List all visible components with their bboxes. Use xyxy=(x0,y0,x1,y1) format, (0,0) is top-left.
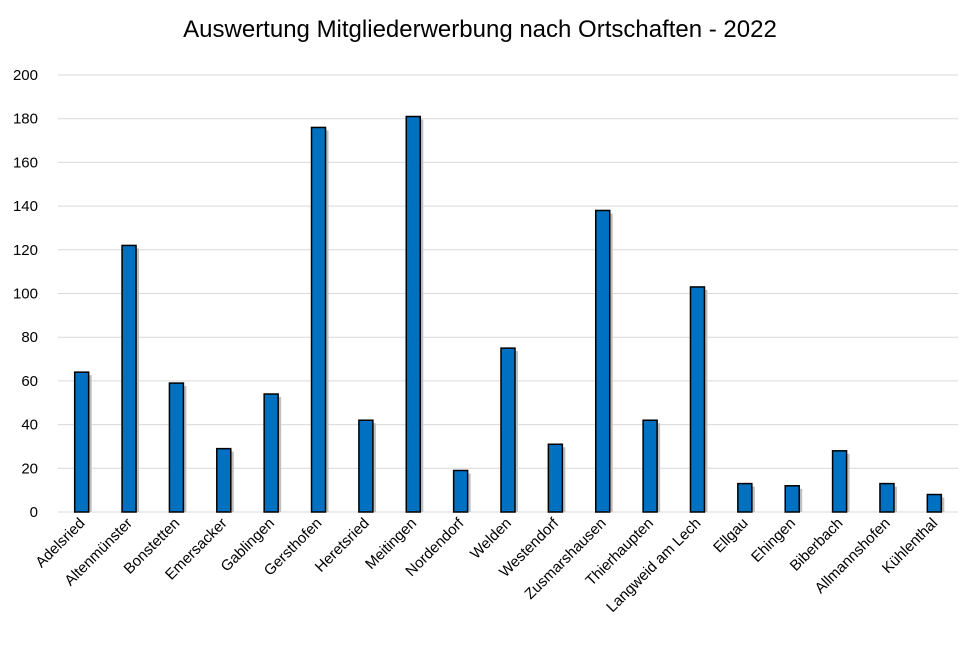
bar xyxy=(452,469,469,513)
y-tick-label: 140 xyxy=(13,198,38,215)
bar xyxy=(547,443,564,513)
y-tick-label: 120 xyxy=(13,242,38,259)
bar xyxy=(737,482,753,513)
y-tick-label: 80 xyxy=(21,329,38,346)
bar xyxy=(926,493,943,513)
bar xyxy=(594,209,611,513)
bars xyxy=(73,115,945,513)
bar xyxy=(310,126,327,513)
y-tick-label: 0 xyxy=(30,504,38,521)
bar xyxy=(405,115,422,513)
bar xyxy=(689,286,706,513)
y-axis-ticks: 0 20 40 60 80 100 120 140 160 180 200 xyxy=(13,67,38,521)
bar xyxy=(121,244,137,513)
x-tick-label: Ellgau xyxy=(710,515,752,557)
y-tick-label: 20 xyxy=(21,460,38,477)
bar xyxy=(831,450,848,513)
bar xyxy=(73,371,90,513)
bar xyxy=(358,419,374,513)
y-tick-label: 180 xyxy=(13,111,38,128)
chart-title: Auswertung Mitgliederwerbung nach Ortsch… xyxy=(183,16,777,43)
y-tick-label: 40 xyxy=(21,417,38,434)
x-tick-label: Welden xyxy=(467,515,515,563)
bar xyxy=(879,482,895,513)
bar xyxy=(784,485,800,513)
bar xyxy=(168,382,185,513)
x-axis-ticks: AdelsriedAltenmünsterBonstettenEmersacke… xyxy=(32,514,941,616)
bar xyxy=(216,447,232,513)
y-tick-label: 160 xyxy=(13,154,38,171)
x-tick-label: Zusmarshausen xyxy=(521,515,609,603)
y-tick-label: 60 xyxy=(21,373,38,390)
y-tick-label: 200 xyxy=(13,67,38,84)
bar xyxy=(642,419,658,513)
bar xyxy=(263,393,279,513)
bar xyxy=(500,347,516,513)
y-tick-label: 100 xyxy=(13,286,38,303)
